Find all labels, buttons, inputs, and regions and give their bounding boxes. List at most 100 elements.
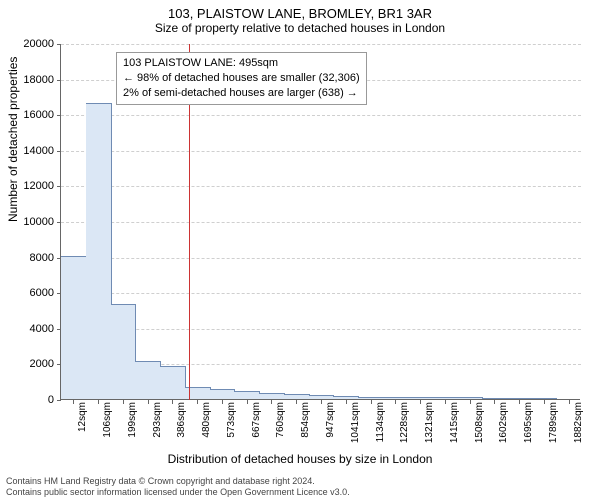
ytick-mark xyxy=(57,222,61,223)
ytick-label: 0 xyxy=(0,394,54,406)
xtick-label: 1415sqm xyxy=(449,402,460,443)
xtick-label: 386sqm xyxy=(176,402,187,438)
histogram-bar xyxy=(531,398,557,399)
xtick-label: 1695sqm xyxy=(523,402,534,443)
gridline xyxy=(61,115,581,116)
xtick-mark xyxy=(321,400,322,404)
ytick-label: 6000 xyxy=(0,287,54,299)
histogram-bar xyxy=(86,103,112,399)
histogram-bar xyxy=(259,393,285,399)
gridline xyxy=(61,329,581,330)
xtick-label: 293sqm xyxy=(152,402,163,438)
ytick-mark xyxy=(57,151,61,152)
ytick-mark xyxy=(57,186,61,187)
xtick-mark xyxy=(123,400,124,404)
xtick-label: 760sqm xyxy=(275,402,286,438)
histogram-bar xyxy=(111,304,137,399)
annotation-line: ← 98% of detached houses are smaller (32… xyxy=(123,71,360,86)
histogram-bar xyxy=(234,391,260,399)
ytick-mark xyxy=(57,400,61,401)
gridline xyxy=(61,258,581,259)
histogram-bar xyxy=(358,397,384,399)
footer-line2: Contains public sector information licen… xyxy=(6,487,350,498)
ytick-label: 2000 xyxy=(0,358,54,370)
histogram-bar xyxy=(408,397,434,399)
ytick-label: 12000 xyxy=(0,180,54,192)
histogram-bar xyxy=(507,398,533,399)
xtick-label: 1228sqm xyxy=(399,402,410,443)
xtick-mark xyxy=(395,400,396,404)
chart-subtitle: Size of property relative to detached ho… xyxy=(0,21,600,37)
xtick-mark xyxy=(247,400,248,404)
xtick-label: 854sqm xyxy=(300,402,311,438)
xtick-mark xyxy=(197,400,198,404)
xtick-label: 947sqm xyxy=(325,402,336,438)
histogram-bar xyxy=(61,256,87,399)
ytick-label: 4000 xyxy=(0,323,54,335)
histogram-bar xyxy=(383,397,409,399)
ytick-mark xyxy=(57,115,61,116)
xtick-label: 12sqm xyxy=(77,402,88,432)
histogram-bar xyxy=(135,361,161,399)
xtick-label: 1508sqm xyxy=(474,402,485,443)
xtick-mark xyxy=(544,400,545,404)
annotation-line: 103 PLAISTOW LANE: 495sqm xyxy=(123,56,360,71)
gridline xyxy=(61,293,581,294)
xtick-label: 1789sqm xyxy=(548,402,559,443)
ytick-label: 8000 xyxy=(0,252,54,264)
xtick-mark xyxy=(519,400,520,404)
ytick-label: 10000 xyxy=(0,216,54,228)
footer-line1: Contains HM Land Registry data © Crown c… xyxy=(6,476,350,487)
ytick-label: 18000 xyxy=(0,74,54,86)
chart-container: 103, PLAISTOW LANE, BROMLEY, BR1 3AR Siz… xyxy=(0,0,600,500)
ytick-label: 14000 xyxy=(0,145,54,157)
xtick-mark xyxy=(296,400,297,404)
xtick-mark xyxy=(494,400,495,404)
xtick-mark xyxy=(569,400,570,404)
xtick-label: 199sqm xyxy=(127,402,138,438)
xtick-label: 106sqm xyxy=(102,402,113,438)
histogram-bar xyxy=(482,398,508,399)
chart-title: 103, PLAISTOW LANE, BROMLEY, BR1 3AR xyxy=(0,0,600,21)
xtick-mark xyxy=(445,400,446,404)
xtick-label: 1321sqm xyxy=(424,402,435,443)
xtick-label: 667sqm xyxy=(251,402,262,438)
xtick-label: 480sqm xyxy=(201,402,212,438)
ytick-label: 16000 xyxy=(0,109,54,121)
xtick-label: 1602sqm xyxy=(498,402,509,443)
xtick-mark xyxy=(470,400,471,404)
annotation-box: 103 PLAISTOW LANE: 495sqm← 98% of detach… xyxy=(116,52,367,105)
histogram-bar xyxy=(210,389,236,399)
histogram-bar xyxy=(333,396,359,399)
gridline xyxy=(61,44,581,45)
ytick-label: 20000 xyxy=(0,38,54,50)
xtick-mark xyxy=(148,400,149,404)
histogram-bar xyxy=(457,397,483,399)
gridline xyxy=(61,151,581,152)
histogram-bar xyxy=(284,394,310,399)
plot-region: 12sqm106sqm199sqm293sqm386sqm480sqm573sq… xyxy=(60,44,580,400)
ytick-mark xyxy=(57,44,61,45)
xtick-mark xyxy=(371,400,372,404)
x-axis-label: Distribution of detached houses by size … xyxy=(0,452,600,466)
xtick-label: 1882sqm xyxy=(573,402,584,443)
xtick-mark xyxy=(346,400,347,404)
gridline xyxy=(61,222,581,223)
histogram-bar xyxy=(432,397,458,399)
gridline xyxy=(61,186,581,187)
chart-area: 12sqm106sqm199sqm293sqm386sqm480sqm573sq… xyxy=(60,44,580,400)
xtick-mark xyxy=(420,400,421,404)
xtick-mark xyxy=(98,400,99,404)
annotation-line: 2% of semi-detached houses are larger (6… xyxy=(123,86,360,101)
histogram-bar xyxy=(309,395,335,399)
ytick-mark xyxy=(57,80,61,81)
histogram-bar xyxy=(160,366,186,399)
footer-attribution: Contains HM Land Registry data © Crown c… xyxy=(6,476,350,498)
xtick-label: 1041sqm xyxy=(350,402,361,443)
xtick-mark xyxy=(222,400,223,404)
xtick-mark xyxy=(172,400,173,404)
xtick-mark xyxy=(271,400,272,404)
xtick-mark xyxy=(73,400,74,404)
xtick-label: 573sqm xyxy=(226,402,237,438)
xtick-label: 1134sqm xyxy=(375,402,386,442)
